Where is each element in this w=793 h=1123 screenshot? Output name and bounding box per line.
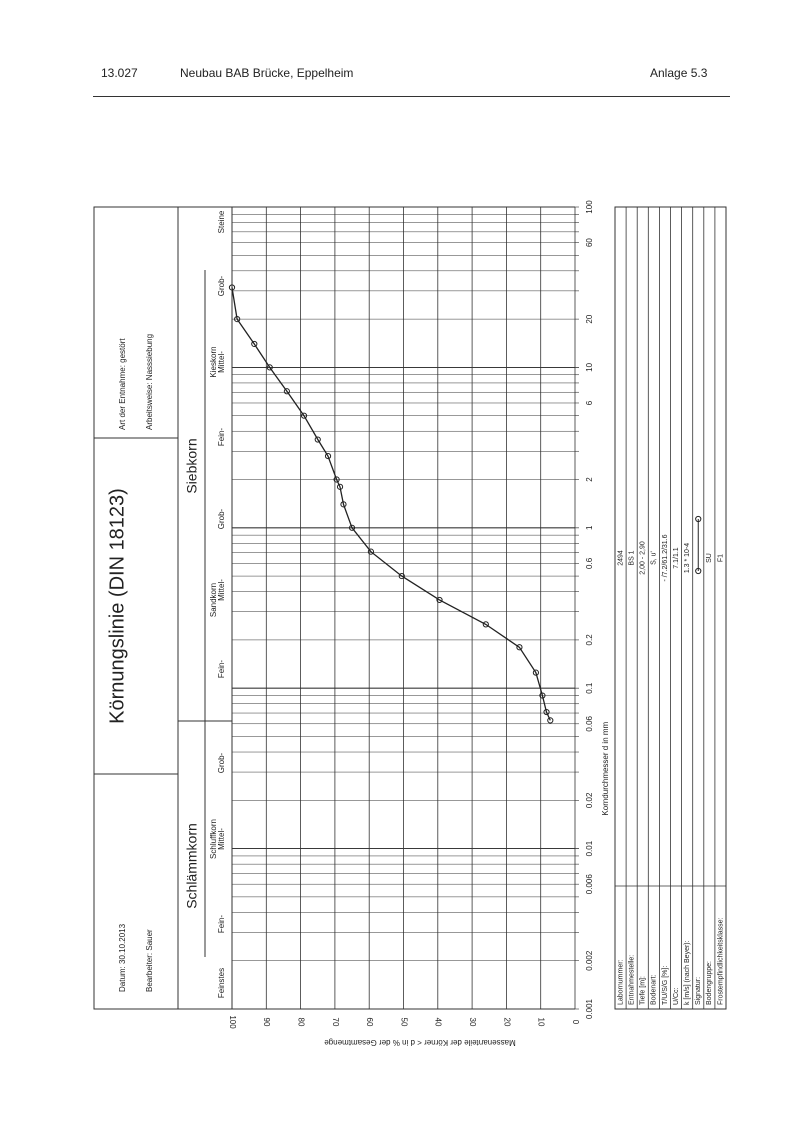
y-tick-label: 20 bbox=[502, 1018, 511, 1027]
class-kies-mittel: Mittel- bbox=[217, 351, 226, 373]
data-point-marker bbox=[516, 644, 523, 651]
x-tick-label: 60 bbox=[585, 238, 594, 247]
data-point-marker bbox=[539, 692, 546, 699]
class-sandkorn: Sandkorn bbox=[209, 583, 218, 617]
class-schluffkorn: Schluffkorn bbox=[209, 819, 218, 859]
data-point-marker bbox=[532, 669, 539, 676]
class-siebkorn: Siebkorn bbox=[184, 438, 200, 493]
legend-label: Signatur: bbox=[695, 977, 702, 1005]
data-point-marker bbox=[543, 708, 550, 716]
data-point-marker bbox=[314, 436, 321, 443]
data-point-marker bbox=[398, 572, 405, 580]
data-point-marker bbox=[348, 524, 356, 531]
x-tick-label: 0.006 bbox=[585, 874, 594, 895]
y-tick-label: 60 bbox=[365, 1018, 374, 1027]
legend-value: S, u' bbox=[651, 551, 658, 565]
legend-value: F1 bbox=[717, 554, 724, 562]
data-point-marker bbox=[283, 388, 290, 395]
x-tick-label: 1 bbox=[585, 525, 594, 530]
class-schluff-mittel: Mittel- bbox=[217, 828, 226, 850]
legend-signature-marker bbox=[695, 567, 702, 575]
legend-label: Entnahmestelle: bbox=[628, 955, 635, 1005]
x-tick-label: 2 bbox=[585, 477, 594, 482]
legend-label: k [m/s] (nach Beyer): bbox=[684, 940, 691, 1005]
x-tick-label: 10 bbox=[585, 362, 594, 371]
class-sand-mittel: Mittel- bbox=[217, 579, 226, 601]
y-axis-label: Massenanteile der Körner < d in % der Ge… bbox=[324, 1038, 516, 1047]
legend-label: Frostempfindlichkeitsklasse: bbox=[717, 917, 724, 1005]
data-point-marker bbox=[482, 621, 489, 628]
project-title: Neubau BAB Brücke, Eppelheim bbox=[180, 66, 354, 80]
class-feinstes: Feinstes bbox=[217, 968, 226, 998]
x-axis-label: Korndurchmesser d in mm bbox=[601, 721, 610, 815]
legend-value: 2,00 - 2,90 bbox=[640, 541, 647, 575]
data-point-marker bbox=[251, 340, 258, 348]
class-schlaemmkorn: Schlämmkorn bbox=[184, 823, 200, 909]
class-sand-fein: Fein- bbox=[217, 660, 226, 679]
x-tick-label: 0.01 bbox=[585, 840, 594, 856]
class-schluff-fein: Fein- bbox=[217, 915, 226, 934]
legend-value: SU bbox=[706, 553, 713, 563]
data-point-marker bbox=[228, 284, 236, 291]
y-tick-label: 40 bbox=[434, 1018, 443, 1027]
header-divider bbox=[93, 96, 730, 97]
data-point-marker bbox=[336, 483, 344, 490]
y-tick-label: 80 bbox=[296, 1018, 305, 1027]
x-tick-label: 0.06 bbox=[585, 715, 594, 731]
x-tick-label: 0.002 bbox=[585, 950, 594, 971]
data-point-marker bbox=[266, 364, 273, 371]
data-point-marker bbox=[367, 548, 375, 555]
data-point-marker bbox=[333, 476, 340, 483]
x-tick-label: 6 bbox=[585, 400, 594, 405]
data-point-marker bbox=[234, 316, 241, 323]
data-point-marker bbox=[340, 501, 347, 508]
x-tick-label: 0.02 bbox=[585, 792, 594, 808]
data-point-marker bbox=[547, 717, 554, 724]
x-tick-label: 100 bbox=[585, 200, 594, 214]
legend-value: 1.3 * 10-4 bbox=[684, 543, 691, 573]
x-tick-label: 0.2 bbox=[585, 634, 594, 646]
legend-label: Tiefe [m]: bbox=[640, 976, 647, 1005]
legend-value: 2494 bbox=[617, 550, 624, 566]
x-tick-label: 0.001 bbox=[585, 998, 594, 1019]
class-kies-grob: Grob- bbox=[217, 275, 226, 296]
y-tick-label: 10 bbox=[537, 1018, 546, 1027]
class-steine: Steine bbox=[217, 210, 226, 233]
data-point-marker bbox=[300, 412, 308, 419]
sampling-label: Art der Entnahme: gestört bbox=[118, 338, 127, 430]
y-tick-label: 30 bbox=[468, 1018, 477, 1027]
data-point-marker bbox=[436, 596, 443, 604]
project-number: 13.027 bbox=[101, 66, 138, 80]
y-tick-label: 70 bbox=[331, 1018, 340, 1027]
class-sand-grob: Grob- bbox=[217, 508, 226, 529]
class-kieskorn: Kieskorn bbox=[209, 346, 218, 377]
legend-label: T/U/S/G [%]: bbox=[662, 966, 669, 1005]
legend-label: U/Cc: bbox=[673, 987, 680, 1005]
legend-value: 7.1/1.1 bbox=[673, 547, 680, 569]
legend-signature-marker bbox=[695, 515, 702, 523]
legend-value: BS 1 bbox=[628, 550, 635, 565]
chart-title: Körnungslinie (DIN 18123) bbox=[106, 488, 128, 724]
y-tick-label: 0 bbox=[571, 1020, 580, 1025]
date-label: Datum: 30.10.2013 bbox=[118, 923, 127, 992]
data-point-marker bbox=[324, 452, 332, 460]
y-tick-label: 50 bbox=[399, 1018, 408, 1027]
y-tick-label: 100 bbox=[228, 1015, 237, 1029]
x-tick-label: 0.1 bbox=[585, 682, 594, 694]
x-tick-label: 20 bbox=[585, 314, 594, 323]
legend-label: Labornummer: bbox=[617, 959, 624, 1005]
legend-label: Bodengruppe: bbox=[706, 961, 713, 1005]
editor-label: Bearbeiter: Sauer bbox=[145, 929, 154, 992]
x-tick-label: 0.6 bbox=[585, 557, 594, 569]
legend-value: - /7.2/61.2/31.6 bbox=[662, 534, 669, 581]
y-tick-label: 90 bbox=[262, 1018, 271, 1027]
legend-label: Bodenart: bbox=[651, 975, 658, 1005]
method-label: Arbeitsweise: Nasssiebung bbox=[145, 334, 154, 430]
class-schluff-grob: Grob- bbox=[217, 752, 226, 773]
class-kies-fein: Fein- bbox=[217, 428, 226, 447]
grading-curve-line bbox=[231, 287, 551, 721]
attachment-label: Anlage 5.3 bbox=[650, 66, 708, 80]
